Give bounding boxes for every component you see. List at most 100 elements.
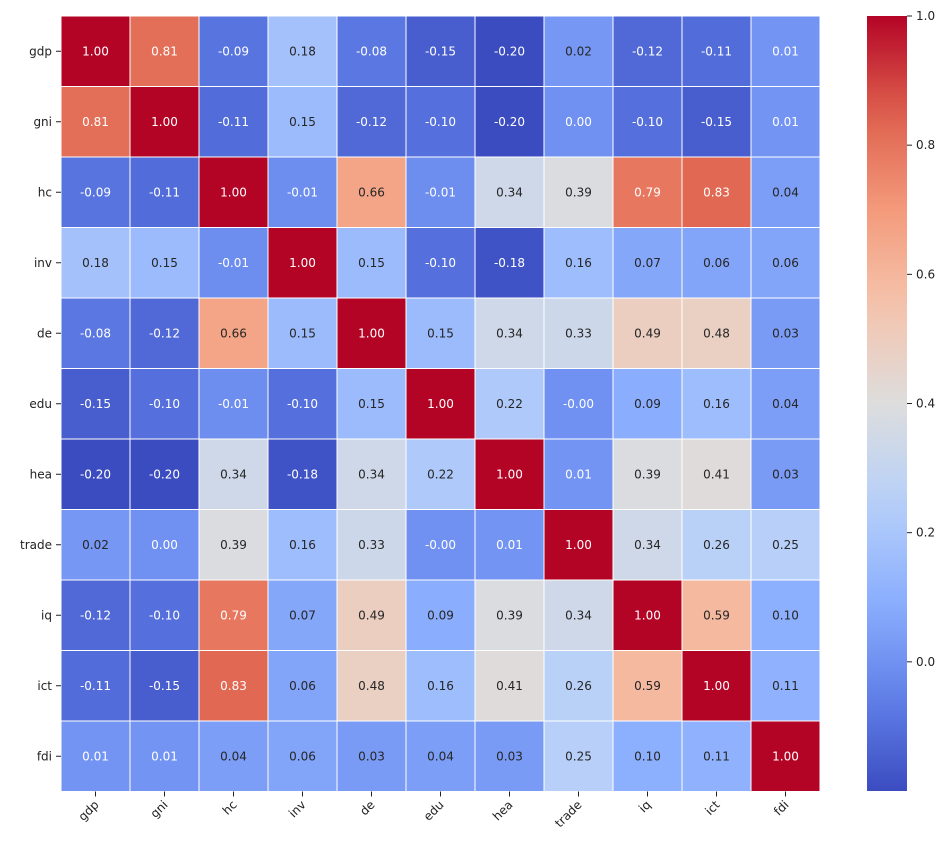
y-tick-label-ict: ict bbox=[37, 679, 52, 693]
cell-value-label: 0.18 bbox=[289, 44, 316, 58]
heatmap-cell-iq-ict bbox=[681, 579, 752, 651]
heatmap-cell-ict-de bbox=[336, 650, 407, 722]
heatmap-cell-gni-iq bbox=[612, 86, 683, 158]
cell-value-label: -0.01 bbox=[287, 185, 318, 199]
x-tick-label-de: de bbox=[357, 798, 378, 819]
cell-value-label: 0.15 bbox=[427, 326, 454, 340]
heatmap-cell-iq-iq bbox=[612, 579, 683, 651]
cell-value-label: 0.34 bbox=[565, 608, 592, 622]
cell-value-label: 0.34 bbox=[496, 326, 523, 340]
cell-value-label: -0.08 bbox=[80, 326, 111, 340]
cell-value-label: 0.16 bbox=[427, 679, 454, 693]
heatmap-cell-inv-ict bbox=[681, 227, 752, 299]
cell-value-label: -0.10 bbox=[149, 397, 180, 411]
cell-value-label: 0.15 bbox=[358, 256, 385, 270]
cell-value-label: 0.66 bbox=[358, 185, 385, 199]
y-tick-label-fdi: fdi bbox=[37, 749, 52, 763]
cell-value-label: 0.15 bbox=[151, 256, 178, 270]
heatmap-cell-fdi-hc bbox=[198, 720, 269, 792]
heatmap-cell-gni-fdi bbox=[750, 86, 821, 158]
heatmap-cell-de-gni bbox=[129, 297, 200, 369]
heatmap-cell-de-fdi bbox=[750, 297, 821, 369]
cell-value-label: 0.15 bbox=[289, 115, 316, 129]
x-axis-tick-labels: gdp gni hc inv de edu hea trade iq ict fdi bbox=[76, 791, 792, 830]
cell-value-label: 0.41 bbox=[496, 679, 523, 693]
heatmap-cell-gdp-trade bbox=[543, 15, 614, 87]
heatmap-cell-gdp-ict bbox=[681, 15, 752, 87]
colorbar-tick-label: 0.6 bbox=[916, 267, 935, 281]
heatmap-cell-hc-de bbox=[336, 156, 407, 228]
heatmap-cell-hea-gni bbox=[129, 438, 200, 510]
cell-value-label: 0.83 bbox=[703, 185, 730, 199]
heatmap-cell-hc-hea bbox=[474, 156, 545, 228]
heatmap-cell-inv-iq bbox=[612, 227, 683, 299]
cell-value-label: 0.34 bbox=[220, 467, 247, 481]
cell-value-label: 0.79 bbox=[634, 185, 661, 199]
cell-value-label: 0.66 bbox=[220, 326, 247, 340]
heatmap-cell-ict-iq bbox=[612, 650, 683, 722]
heatmap-cell-trade-edu bbox=[405, 509, 476, 581]
heatmap-cell-fdi-de bbox=[336, 720, 407, 792]
heatmap-cell-hea-ict bbox=[681, 438, 752, 510]
heatmap-cell-fdi-fdi bbox=[750, 720, 821, 792]
y-tick-label-de: de bbox=[37, 326, 52, 340]
heatmap-cell-gdp-inv bbox=[267, 15, 338, 87]
heatmap-cell-hc-hc bbox=[198, 156, 269, 228]
x-tick-label-hea: hea bbox=[490, 798, 516, 824]
cell-value-label: 0.39 bbox=[634, 467, 661, 481]
cell-value-label: 0.00 bbox=[151, 538, 178, 552]
cell-value-label: -0.10 bbox=[287, 397, 318, 411]
cell-value-label: 0.39 bbox=[220, 538, 247, 552]
cell-value-label: 0.15 bbox=[358, 397, 385, 411]
cell-value-label: 0.59 bbox=[634, 679, 661, 693]
cell-value-label: 1.00 bbox=[772, 749, 799, 763]
cell-value-label: 0.79 bbox=[220, 608, 247, 622]
y-tick-label-hea: hea bbox=[30, 467, 52, 481]
heatmap-cell-edu-inv bbox=[267, 368, 338, 440]
heatmap-cell-trade-gni bbox=[129, 509, 200, 581]
heatmap-cell-de-iq bbox=[612, 297, 683, 369]
heatmap-cell-hc-iq bbox=[612, 156, 683, 228]
heatmap-cell-gni-edu bbox=[405, 86, 476, 158]
heatmap-cell-inv-gni bbox=[129, 227, 200, 299]
heatmap-cell-trade-trade bbox=[543, 509, 614, 581]
heatmap-cell-trade-ict bbox=[681, 509, 752, 581]
heatmap-cell-inv-hc bbox=[198, 227, 269, 299]
cell-value-label: 0.34 bbox=[358, 467, 385, 481]
heatmap-cell-gdp-fdi bbox=[750, 15, 821, 87]
cell-value-label: 0.06 bbox=[772, 256, 799, 270]
cell-value-label: -0.15 bbox=[80, 397, 111, 411]
cell-value-label: -0.20 bbox=[80, 467, 111, 481]
cell-value-label: 0.18 bbox=[82, 256, 109, 270]
cell-value-label: 0.03 bbox=[772, 326, 799, 340]
cell-value-label: 0.03 bbox=[496, 749, 523, 763]
heatmap-cell-inv-edu bbox=[405, 227, 476, 299]
cell-value-label: 0.02 bbox=[565, 44, 592, 58]
cell-value-label: 0.48 bbox=[703, 326, 730, 340]
heatmap-cell-hea-hc bbox=[198, 438, 269, 510]
cell-value-label: 1.00 bbox=[703, 679, 730, 693]
heatmap-cell-trade-fdi bbox=[750, 509, 821, 581]
y-tick-label-gni: gni bbox=[33, 115, 52, 129]
heatmap-cell-hc-edu bbox=[405, 156, 476, 228]
heatmap-cell-trade-de bbox=[336, 509, 407, 581]
cell-value-label: 0.00 bbox=[565, 115, 592, 129]
cell-value-label: 0.39 bbox=[565, 185, 592, 199]
heatmap-cell-hea-hea bbox=[474, 438, 545, 510]
cell-value-label: 0.49 bbox=[358, 608, 385, 622]
x-tick-label-ict: ict bbox=[702, 798, 722, 818]
cell-value-label: 0.04 bbox=[427, 749, 454, 763]
cell-value-label: 0.41 bbox=[703, 467, 730, 481]
cell-value-label: 0.06 bbox=[289, 749, 316, 763]
cell-value-label: 1.00 bbox=[151, 115, 178, 129]
heatmap-cell-iq-fdi bbox=[750, 579, 821, 651]
heatmap-cell-gdp-edu bbox=[405, 15, 476, 87]
heatmap-cell-ict-trade bbox=[543, 650, 614, 722]
heatmap-cell-edu-edu bbox=[405, 368, 476, 440]
cell-value-label: 1.00 bbox=[496, 467, 523, 481]
heatmap-cell-de-inv bbox=[267, 297, 338, 369]
cell-value-label: 0.49 bbox=[634, 326, 661, 340]
cell-value-label: 0.15 bbox=[289, 326, 316, 340]
heatmap-cell-ict-gdp bbox=[60, 650, 131, 722]
cell-value-label: 0.34 bbox=[634, 538, 661, 552]
